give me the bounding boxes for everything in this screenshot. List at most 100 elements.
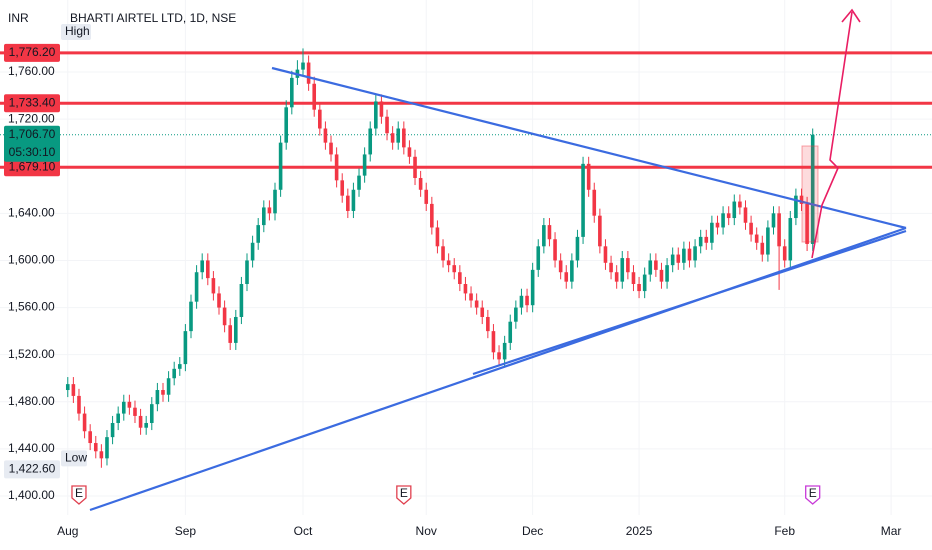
- x-tick-label: Mar: [881, 524, 902, 538]
- arrow-head: [841, 8, 861, 23]
- candle-body: [234, 316, 238, 343]
- candle-body: [497, 352, 501, 360]
- y-tick-label: 1,560.00: [8, 300, 55, 314]
- candle-body: [564, 272, 569, 282]
- candle-body: [491, 331, 496, 353]
- candle-body: [385, 116, 389, 134]
- candle-body: [340, 180, 345, 196]
- candle-body: [323, 128, 328, 143]
- candle-body: [586, 163, 591, 190]
- low-marker-label: 1,422.60: [9, 462, 56, 476]
- candle-body: [127, 401, 132, 408]
- candle-body: [766, 227, 770, 255]
- candle-body: [110, 423, 115, 438]
- candle-body: [318, 109, 322, 129]
- candle-body: [222, 307, 227, 326]
- candle-body: [760, 242, 765, 255]
- y-tick-label: 1,600.00: [8, 253, 55, 267]
- candle-body: [88, 431, 92, 444]
- candle-body: [581, 163, 585, 237]
- event-icon: [396, 485, 412, 505]
- candle-body: [659, 269, 664, 282]
- candle-body: [290, 77, 294, 108]
- price-line-label: 1,776.20: [9, 45, 56, 59]
- x-tick-label: Oct: [294, 524, 313, 538]
- candle-body: [452, 265, 457, 273]
- event-label: E: [400, 486, 408, 500]
- candle-body: [441, 246, 445, 261]
- candle-body: [474, 300, 479, 308]
- candle-body: [788, 218, 793, 261]
- candle-body: [626, 258, 630, 273]
- candle-body: [704, 236, 709, 243]
- candle-body: [777, 213, 781, 247]
- candle-body: [161, 390, 165, 395]
- candle-body: [306, 62, 311, 84]
- candle-body: [463, 284, 468, 294]
- currency: INR: [8, 11, 29, 25]
- candle-body: [782, 246, 787, 261]
- candle-body: [284, 107, 289, 143]
- candle-body: [726, 213, 731, 219]
- candle-body: [805, 203, 809, 244]
- candle-body: [469, 293, 473, 301]
- candle-body: [121, 401, 126, 414]
- candle-body: [558, 260, 563, 273]
- candle-body: [609, 262, 613, 273]
- candle-body: [525, 295, 529, 306]
- trend-line: [472, 229, 907, 376]
- candle-body: [721, 213, 725, 228]
- low-marker-tag: [4, 460, 60, 479]
- candle-body: [250, 242, 255, 261]
- candle-body: [620, 258, 625, 282]
- candle-body: [771, 213, 776, 228]
- candle-body: [458, 272, 462, 285]
- candle-body: [424, 189, 429, 204]
- candle-body: [553, 239, 557, 261]
- candle-body: [407, 147, 412, 157]
- candle-body: [256, 225, 261, 243]
- chart-title: BHARTI AIRTEL LTD, 1D, NSE: [70, 11, 236, 25]
- high-marker-box: [61, 24, 91, 40]
- candle-body: [676, 254, 681, 263]
- candle-body: [262, 207, 266, 226]
- event-icon: [71, 485, 87, 505]
- candle-body: [82, 413, 87, 432]
- event-label: E: [75, 486, 83, 500]
- candle-body: [105, 437, 109, 459]
- candle-body: [144, 423, 148, 428]
- candle-body: [211, 278, 216, 294]
- candle-body: [743, 207, 748, 223]
- candle-body: [273, 189, 277, 214]
- candle-body: [698, 236, 703, 247]
- candle-body: [329, 142, 333, 155]
- candle-body: [362, 154, 367, 176]
- candle-body: [379, 101, 384, 117]
- candle-body: [368, 128, 373, 155]
- candle-body: [312, 83, 317, 110]
- candle-body: [715, 222, 720, 228]
- candle-body: [687, 248, 692, 261]
- candle-body: [346, 195, 350, 211]
- candle-body: [519, 295, 524, 308]
- x-tick-label: Sep: [175, 524, 197, 538]
- y-tick-label: 1,720.00: [8, 111, 55, 125]
- high-marker: High: [65, 24, 90, 38]
- candle-body: [648, 260, 653, 275]
- x-tick-label: Aug: [57, 524, 78, 538]
- y-tick-label: 1,400.00: [8, 488, 55, 502]
- candle-body: [480, 307, 485, 317]
- candle-body: [301, 62, 305, 70]
- last-price-label: 1,706.70: [9, 127, 56, 141]
- candle-body: [374, 101, 378, 129]
- low-marker-box: [61, 450, 87, 467]
- candle-body: [598, 215, 602, 247]
- price-line-tag: [4, 94, 60, 113]
- event-label: E: [809, 486, 817, 500]
- y-tick-label: 1,640.00: [8, 205, 55, 219]
- candle-body: [217, 293, 221, 308]
- candle-body: [402, 128, 406, 148]
- candle-body: [642, 274, 647, 292]
